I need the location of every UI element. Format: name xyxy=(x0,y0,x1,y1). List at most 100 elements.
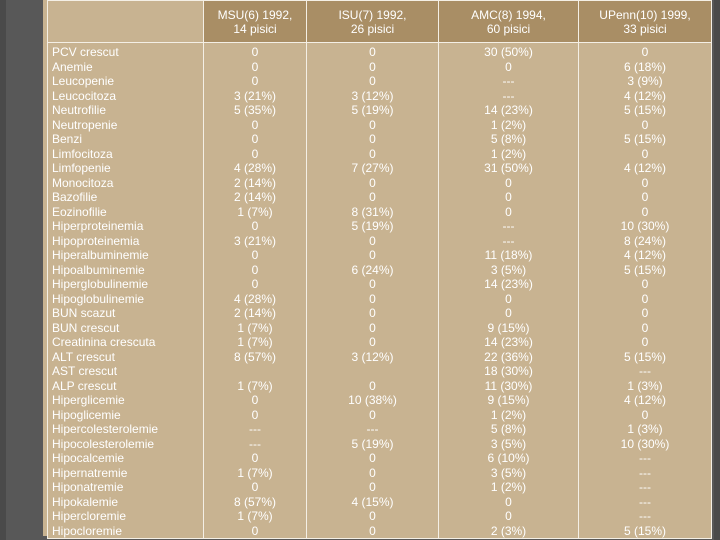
parameter-label: Anemie xyxy=(52,59,93,74)
table-cell-value: 1 (7%) xyxy=(237,378,273,393)
table-cell-value: --- xyxy=(366,422,379,436)
table-cell-value: 3 (12%) xyxy=(351,88,394,103)
table-cell-value: 0 xyxy=(641,277,649,291)
table-cell-value: 0 xyxy=(505,291,512,306)
table-cell-value: 0 xyxy=(251,45,259,59)
table-cell-value: 10 (30%) xyxy=(620,436,670,451)
table-cell-value: 0 xyxy=(251,146,259,161)
table-cell-value: 0 xyxy=(369,509,376,523)
parameter-label: Neutrofilie xyxy=(52,103,107,117)
lab-findings-table: MSU(6) 1992, 14 pisici ISU(7) 1992, 26 pis… xyxy=(47,0,712,539)
table-cell-value: 6 (18%) xyxy=(623,59,667,74)
parameter-label: Hiperalbuminemie xyxy=(52,248,149,262)
parameter-label: Benzi xyxy=(52,132,83,146)
table-cell-value: 0 xyxy=(369,146,376,161)
table-cell-value: 0 xyxy=(641,291,649,306)
parameter-label: Hipocalcemie xyxy=(52,451,125,465)
table-cell-value: --- xyxy=(249,422,261,436)
table-cell-value: 8 (24%) xyxy=(623,233,667,248)
table-cell-value: 0 xyxy=(369,306,376,320)
table-cell-value: 0 xyxy=(505,509,512,523)
table-cell-value: 5 (19%) xyxy=(351,103,394,117)
table-cell-value: 11 (30%) xyxy=(484,378,533,393)
table-cell-value: 4 (28%) xyxy=(233,161,277,175)
parameter-label: Leucopenie xyxy=(52,74,115,88)
table-cell-value: 0 xyxy=(641,45,649,59)
table-cell-value: 0 xyxy=(369,335,376,349)
table-cell-value: 0 xyxy=(641,146,649,161)
parameter-label: PCV crescut xyxy=(52,45,119,59)
table-cell-value: 2 (14%) xyxy=(233,306,277,320)
table-cell-value: 0 xyxy=(251,451,259,465)
table-cell-value: 0 xyxy=(369,45,376,59)
table-cell-value: 5 (8%) xyxy=(490,422,527,436)
parameter-label: Hipercolesterolemie xyxy=(52,422,159,436)
table-cell-value: 0 xyxy=(369,291,376,306)
table-cell-value: --- xyxy=(502,88,515,103)
table-cell-value: 0 xyxy=(641,306,649,320)
header-text-line: 33 pisici xyxy=(623,21,667,36)
parameter-label: Hipocolesterolemie xyxy=(52,436,155,451)
parameter-label: Hipoproteinemia xyxy=(52,233,140,248)
table-cell-value: 4 (12%) xyxy=(623,88,667,103)
table-cell-value: 5 (15%) xyxy=(623,349,667,364)
header-text-line: UPenn(10) 1999, xyxy=(599,7,691,22)
parameter-label: Hiperglicemie xyxy=(52,393,125,407)
table-cell-value: 0 xyxy=(369,132,376,146)
table-cell-value: 1 (7%) xyxy=(237,320,273,335)
table-cell-value: 0 xyxy=(251,523,259,538)
parameter-label: ALT crescut xyxy=(52,349,115,364)
table-cell-value: --- xyxy=(639,465,651,480)
table-cell-value: 3 (21%) xyxy=(233,88,277,103)
header-text-line: 14 pisici xyxy=(233,21,277,36)
table-cell-value: --- xyxy=(502,74,515,88)
table-cell-value: 0 xyxy=(641,335,649,349)
table-cell-value: 5 (19%) xyxy=(351,219,394,233)
header-corner xyxy=(47,0,204,43)
table-cell-value: 3 (5%) xyxy=(490,436,527,451)
table-cell-value: 14 (23%) xyxy=(484,103,533,117)
parameter-label: Eozinofilie xyxy=(52,204,107,219)
parameter-label: Leucocitoza xyxy=(52,88,117,103)
parameter-label: Creatinina crescuta xyxy=(52,335,156,349)
table-cell-value: 3 (5%) xyxy=(490,465,527,480)
table-cell-value: 0 xyxy=(251,248,259,262)
table-cell-value: 8 (57%) xyxy=(233,494,277,509)
header-text-line: AMC(8) 1994, xyxy=(471,7,546,22)
table-cell-value: 6 (10%) xyxy=(487,451,530,465)
table-cell-value: 31 (50%) xyxy=(484,161,533,175)
table-cell-value: 0 xyxy=(369,117,376,132)
table-cell-value: --- xyxy=(249,436,261,451)
table-cell-value: 4 (12%) xyxy=(623,161,667,175)
table-cell-value: 5 (15%) xyxy=(623,523,667,538)
table-cell-value xyxy=(204,364,306,379)
table-cell-value: --- xyxy=(502,219,515,233)
table-cell-value: 0 xyxy=(505,306,512,320)
table-cell-value: 22 (36%) xyxy=(484,349,533,364)
table-cell-value: 0 xyxy=(251,59,259,74)
table-cell-value: 1 (7%) xyxy=(237,465,273,480)
table-cell-value: 0 xyxy=(505,190,512,204)
parameter-label: Hiperproteinemia xyxy=(52,219,144,233)
table-cell-value: 6 (24%) xyxy=(351,262,394,277)
table-body-row: PCV crescut Anemie Leucopenie Leucocitoza Ne… xyxy=(47,42,712,539)
table-cell-value: 0 xyxy=(641,204,649,219)
table-cell-value: 0 xyxy=(251,219,259,233)
amc-values-column: 30 (50%) 0 --- --- 14 (23%) 1 (2%) 5 (8%) 1 (2%… xyxy=(438,42,579,539)
parameter-label: Hipercloremie xyxy=(52,509,127,523)
parameter-label: Bazofilie xyxy=(52,190,98,204)
parameter-label: Hipoalbuminemie xyxy=(52,262,145,277)
table-cell-value: 0 xyxy=(369,480,376,494)
table-cell-value: 0 xyxy=(369,320,376,335)
table-cell-value: 1 (2%) xyxy=(490,407,527,422)
table-cell-value: 0 xyxy=(251,407,259,422)
parameter-label: Hipoglicemie xyxy=(52,407,121,422)
table-cell-value: 0 xyxy=(251,74,259,88)
parameter-label: Monocitoza xyxy=(52,175,114,190)
parameter-column: PCV crescut Anemie Leucopenie Leucocitoza Ne… xyxy=(47,42,204,539)
parameter-label: Hiponatremie xyxy=(52,480,124,494)
table-cell-value: 0 xyxy=(505,204,512,219)
table-cell-value: --- xyxy=(639,509,651,523)
